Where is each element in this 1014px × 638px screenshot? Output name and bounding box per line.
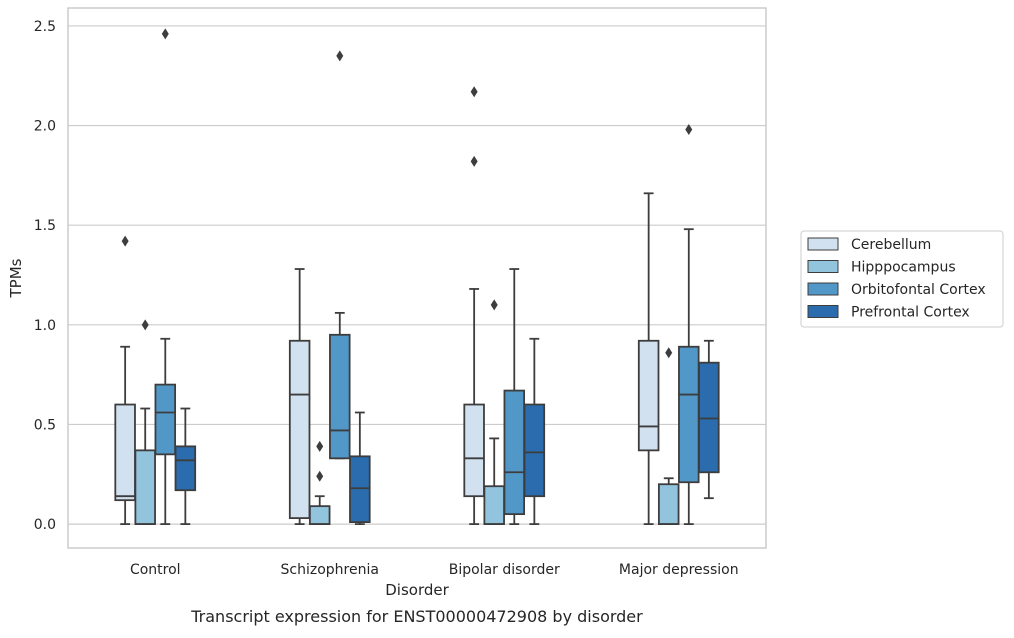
box <box>134 449 156 525</box>
box <box>349 455 371 523</box>
x-tick-labels: Control Schizophrenia Bipolar disorder Majo… <box>130 562 739 578</box>
box <box>114 403 136 502</box>
outlier-marker <box>470 86 478 98</box>
box-groups <box>114 28 720 525</box>
box <box>154 383 177 456</box>
box <box>503 389 526 516</box>
y-tick-label: 0.5 <box>34 417 56 433</box>
legend-label: Orbitofontal Cortex <box>851 282 986 298</box>
legend: Cerebellum Hipppocampus Orbitofontal Corte… <box>800 230 1004 328</box>
chart-caption: Transcript expression for ENST0000047290… <box>190 607 643 626</box>
box-hipppocampus <box>657 347 680 525</box>
box-orbitofontal-cortex <box>154 28 177 525</box>
box-prefrontal-cortex <box>174 407 197 525</box>
box-cerebellum <box>114 235 136 525</box>
outlier-marker <box>336 50 344 62</box>
box-prefrontal-cortex <box>523 337 546 525</box>
legend-swatch <box>807 305 839 318</box>
outlier-marker <box>665 347 673 359</box>
legend-swatch <box>807 260 839 273</box>
outlier-marker <box>161 28 169 40</box>
legend-frame <box>800 230 1004 328</box>
box <box>657 483 680 525</box>
box-orbitofontal-cortex <box>503 268 526 525</box>
box-cerebellum <box>637 192 660 525</box>
box <box>308 505 331 525</box>
outlier-marker <box>316 470 324 482</box>
legend-label: Cerebellum <box>851 237 931 253</box>
box <box>523 403 546 498</box>
x-axis-label: Disorder <box>385 581 449 599</box>
box <box>463 403 485 498</box>
legend-label: Hipppocampus <box>851 260 956 276</box>
x-tick-label: Schizophrenia <box>281 562 379 578</box>
outlier-marker <box>316 440 324 452</box>
box <box>288 339 311 520</box>
box-hipppocampus <box>483 299 505 525</box>
box <box>329 333 351 460</box>
outlier-marker <box>141 319 149 331</box>
box-cerebellum <box>463 86 485 525</box>
y-tick-label: 1.0 <box>34 318 56 334</box>
outlier-marker <box>121 235 129 247</box>
box-prefrontal-cortex <box>698 339 720 500</box>
box-hipppocampus <box>308 440 331 525</box>
box <box>698 361 720 474</box>
box <box>637 339 660 452</box>
y-tick-label: 1.5 <box>34 218 56 234</box>
y-tick-label: 0.0 <box>34 517 56 533</box>
outlier-marker <box>685 124 693 136</box>
box-cerebellum <box>288 268 311 525</box>
y-tick-label: 2.0 <box>34 119 56 135</box>
outlier-marker <box>470 155 478 167</box>
box <box>678 345 700 484</box>
box-hipppocampus <box>134 319 156 525</box>
legend-swatch <box>807 282 839 296</box>
box-prefrontal-cortex <box>349 411 371 525</box>
outlier-marker <box>490 299 498 311</box>
x-tick-label: Major depression <box>619 562 739 578</box>
box <box>174 445 197 492</box>
y-tick-label: 2.5 <box>34 19 56 35</box>
x-tick-label: Control <box>130 562 181 578</box>
plot-frame <box>67 7 767 549</box>
x-tick-label: Bipolar disorder <box>449 562 560 578</box>
y-axis-label: TPMs <box>7 258 25 298</box>
legend-swatch <box>807 237 839 251</box>
box-orbitofontal-cortex <box>329 50 351 460</box>
y-tick-labels: 0.0 0.5 1.0 1.5 2.0 2.5 <box>34 19 56 533</box>
legend-label: Prefrontal Cortex <box>851 305 970 321</box>
box <box>483 485 505 525</box>
